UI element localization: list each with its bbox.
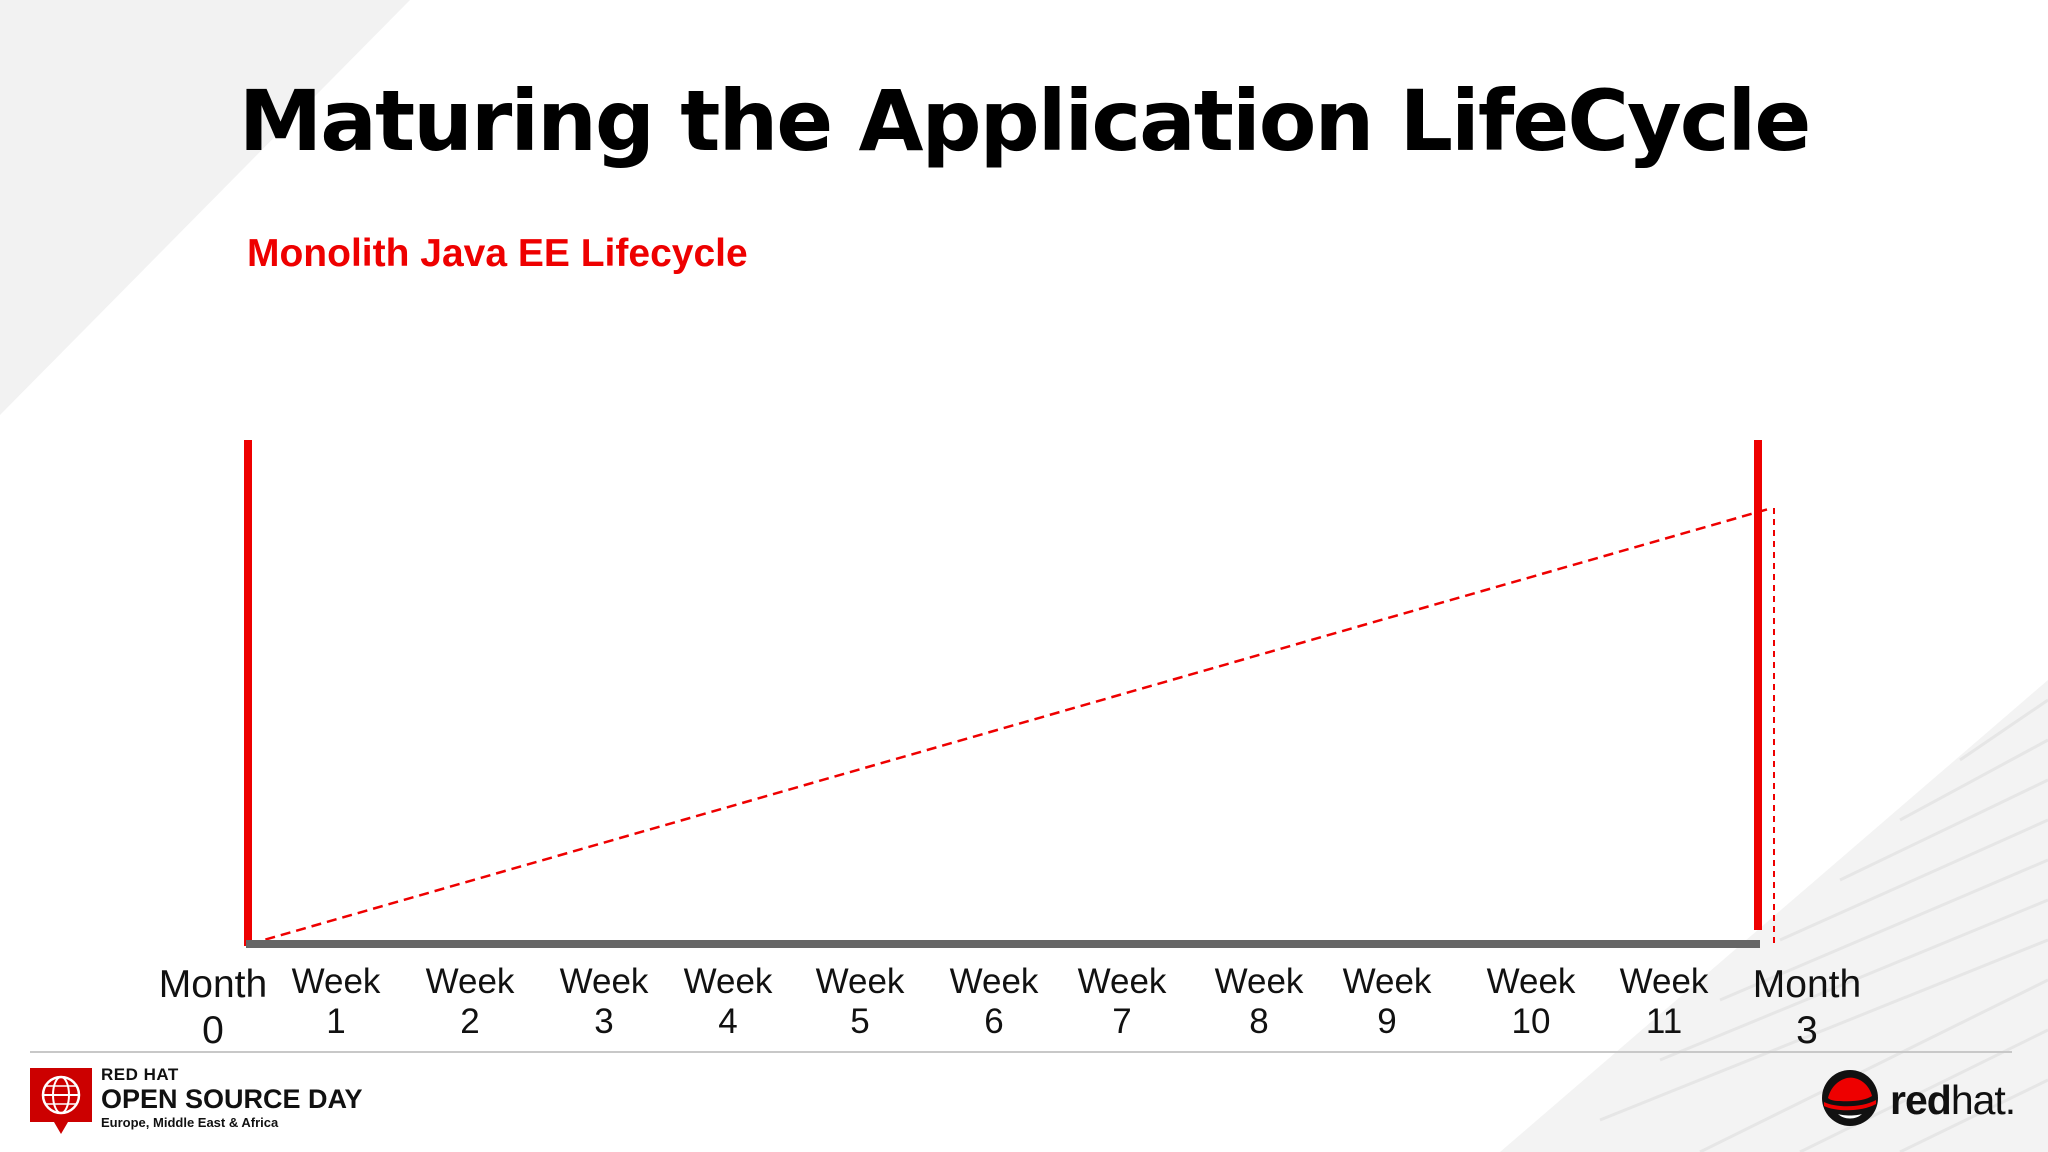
open-source-day-logo-icon: [30, 1068, 92, 1134]
red-hat-wordmark: redhat.: [1890, 1077, 2016, 1124]
slide-subtitle: Monolith Java EE Lifecycle: [247, 232, 748, 275]
event-branding: RED HAT OPEN SOURCE DAY Europe, Middle E…: [101, 1066, 363, 1132]
tick-label-unit: Week: [291, 962, 381, 1001]
tick-label-unit: Week: [1486, 962, 1576, 1001]
tick-label-week-7: Week 7: [1062, 962, 1182, 1042]
tick-label-week-6: Week 6: [934, 962, 1054, 1042]
tick-label-week-5: Week 5: [800, 962, 920, 1042]
tick-label-number: 6: [984, 1002, 1004, 1041]
tick-label-unit: Week: [1619, 962, 1709, 1001]
tick-label-week-11: Week 11: [1604, 962, 1724, 1042]
tick-label-number: 5: [850, 1002, 870, 1041]
tick-label-number: 1: [326, 1002, 346, 1041]
tick-label-number: 9: [1377, 1002, 1397, 1041]
tick-label-unit: Week: [1214, 962, 1304, 1001]
tick-label-week-4: Week 4: [668, 962, 788, 1042]
tick-label-week-2: Week 2: [410, 962, 530, 1042]
tick-label-week-3: Week 3: [544, 962, 664, 1042]
tick-label-unit: Week: [1342, 962, 1432, 1001]
slide-title: Maturing the Application LifeCycle: [238, 72, 1812, 170]
tick-label-unit: Week: [949, 962, 1039, 1001]
tick-label-unit: Month: [158, 963, 268, 1006]
event-brand-label: RED HAT: [101, 1065, 179, 1084]
event-region-label: Europe, Middle East & Africa: [101, 1115, 279, 1130]
tick-label-month-0: Month 0: [153, 962, 273, 1054]
red-hat-wordmark-light: hat.: [1950, 1077, 2016, 1123]
tick-label-number: 3: [594, 1002, 614, 1041]
tick-label-number: 2: [460, 1002, 480, 1041]
red-hat-shadowman-icon: [1822, 1070, 1878, 1126]
red-hat-wordmark-bold: red: [1890, 1077, 1952, 1123]
tick-label-unit: Week: [425, 962, 515, 1001]
tick-label-week-1: Week 1: [276, 962, 396, 1042]
tick-label-week-10: Week 10: [1471, 962, 1591, 1042]
tick-label-number: 10: [1511, 1002, 1551, 1041]
tick-label-month-3: Month 3: [1747, 962, 1867, 1054]
tick-label-unit: Month: [1752, 963, 1862, 1006]
progress-dashed-line: [249, 506, 1773, 946]
footer-divider: [30, 1051, 2012, 1053]
tick-label-number: 3: [1796, 1009, 1818, 1052]
tick-label-number: 7: [1112, 1002, 1132, 1041]
tick-label-unit: Week: [683, 962, 773, 1001]
tick-label-number: 0: [202, 1009, 224, 1052]
event-name-label: OPEN SOURCE DAY: [101, 1084, 363, 1114]
tick-label-unit: Week: [559, 962, 649, 1001]
tick-label-unit: Week: [1077, 962, 1167, 1001]
tick-label-number: 4: [718, 1002, 738, 1041]
tick-label-number: 8: [1249, 1002, 1269, 1041]
tick-label-week-8: Week 8: [1199, 962, 1319, 1042]
tick-label-week-9: Week 9: [1327, 962, 1447, 1042]
tick-label-number: 11: [1645, 1002, 1683, 1041]
tick-label-unit: Week: [815, 962, 905, 1001]
